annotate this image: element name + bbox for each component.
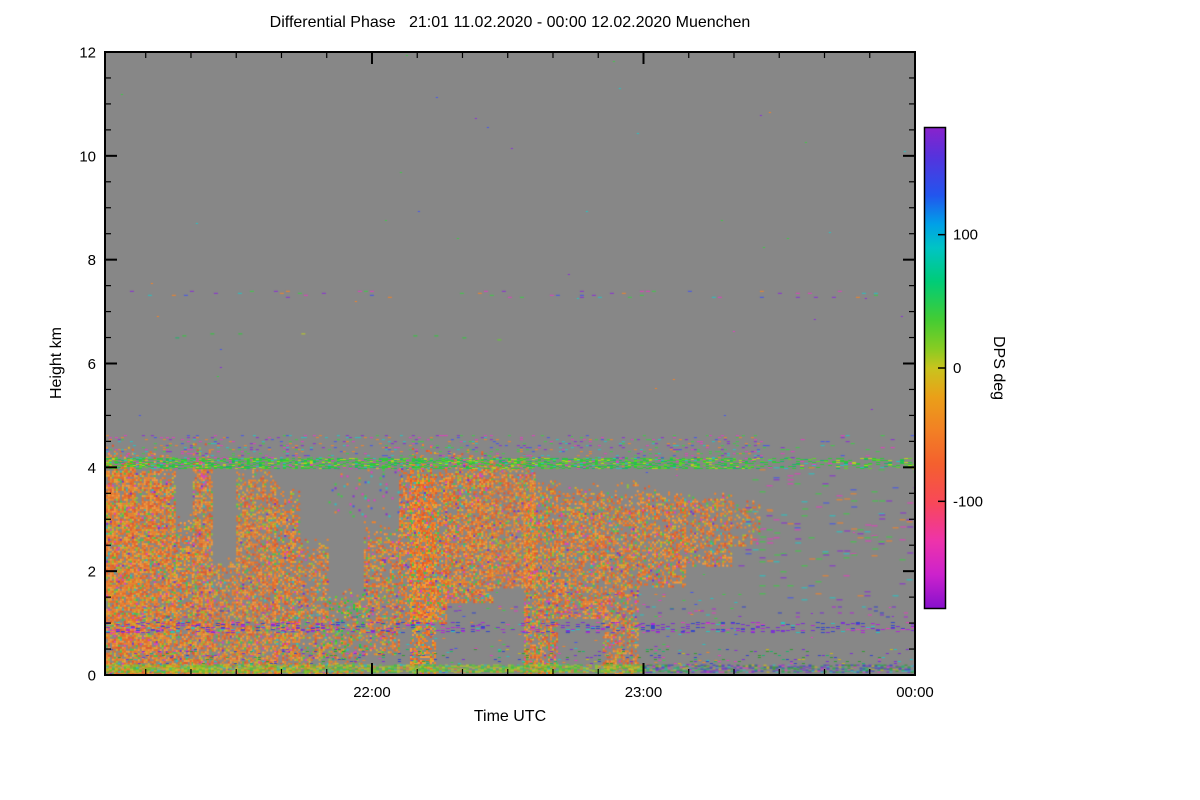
colorbar-gradient: [925, 128, 945, 608]
y-tick-label: 12: [79, 45, 96, 62]
chart-title: Differential Phase 21:01 11.02.2020 - 00…: [269, 14, 751, 31]
y-tick-label: 4: [88, 460, 96, 477]
x-axis-title: Time UTC: [473, 708, 547, 725]
heatmap-canvas: [105, 52, 915, 675]
y-tick-label: 10: [79, 148, 96, 165]
colorbar-tick-label: -100: [953, 493, 983, 510]
y-tick-label: 0: [88, 668, 96, 685]
y-tick-label: 2: [88, 564, 96, 581]
y-tick-label: 6: [88, 356, 96, 373]
colorbar-tick-label: 0: [953, 360, 961, 377]
colorbar-title: DPS deg: [990, 335, 1007, 401]
y-tick-label: 8: [88, 252, 96, 269]
colorbar-tick-label: 100: [953, 227, 978, 244]
x-tick-label: 00:00: [896, 684, 934, 701]
y-axis-title: Height km: [48, 326, 65, 400]
x-tick-label: 22:00: [353, 684, 391, 701]
x-tick-label: 23:00: [625, 684, 663, 701]
